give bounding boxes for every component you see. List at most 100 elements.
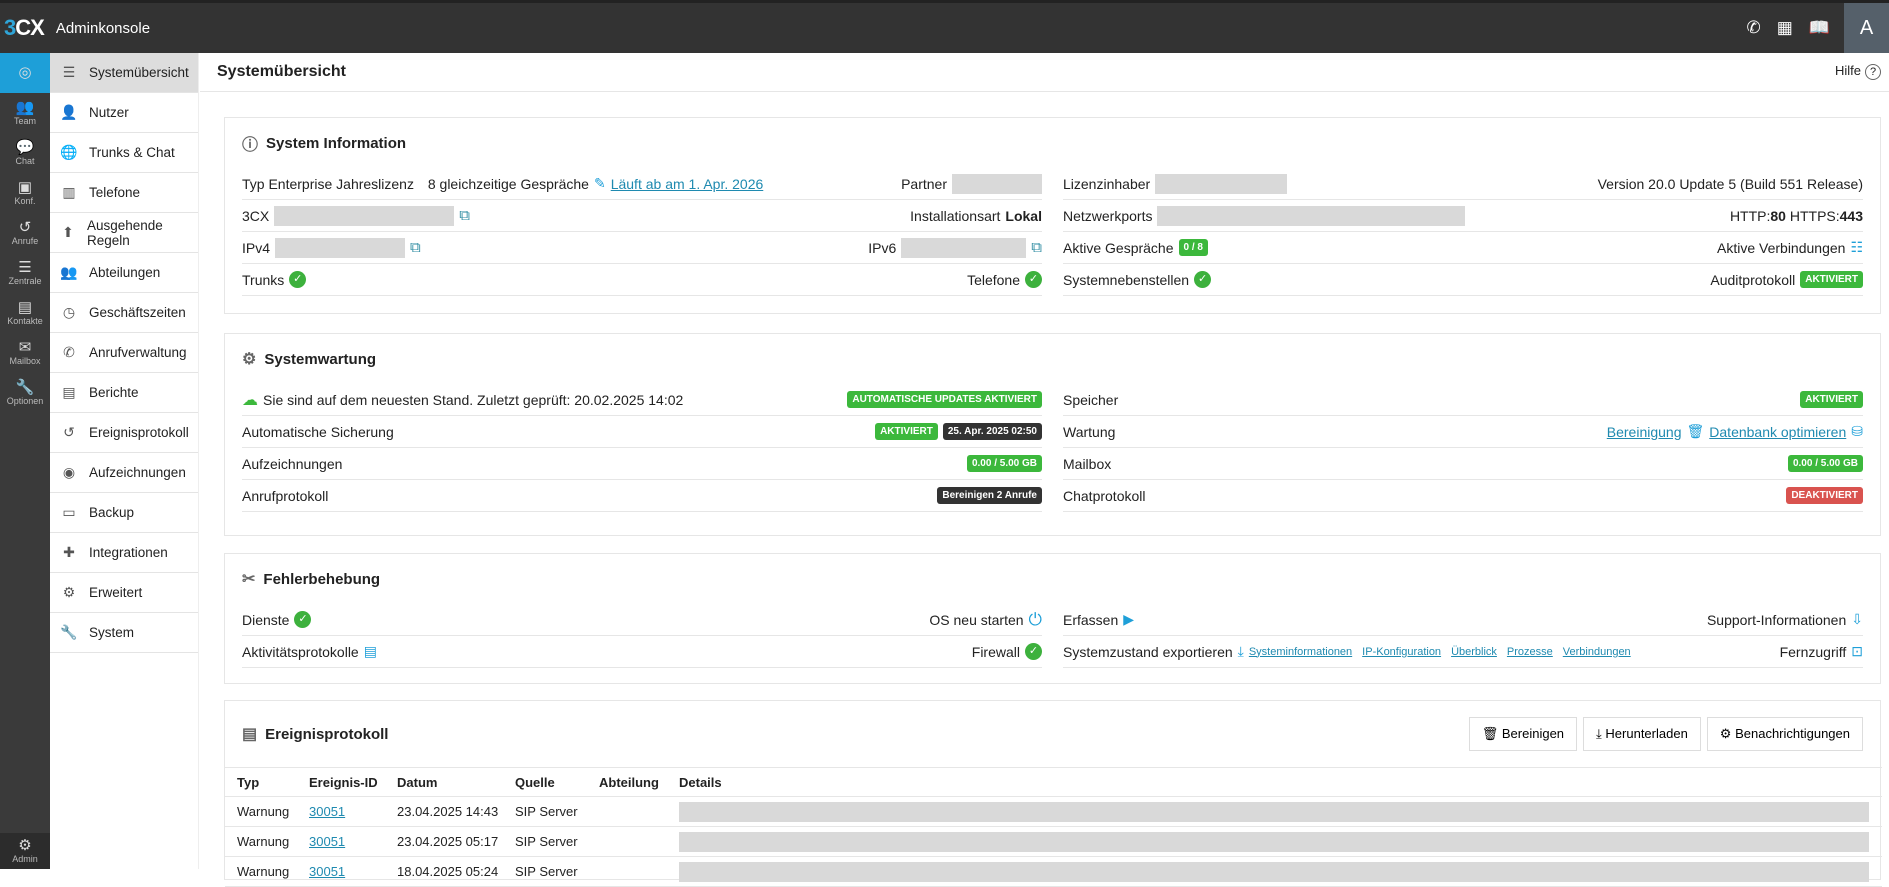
copy-icon[interactable]: ⧉: [410, 239, 421, 256]
logo: 3CX: [4, 15, 45, 40]
table-row: Warnung 30051 23.04.2025 14:43 SIP Server: [225, 796, 1882, 827]
optimize-db-link[interactable]: Datenbank optimieren: [1709, 423, 1847, 440]
redacted-value: [275, 237, 406, 258]
sidebar-item[interactable]: ◷ Geschäftszeiten: [50, 293, 198, 333]
sidebar-item-label: Geschäftszeiten: [89, 305, 186, 320]
sidebar-item-label: Abteilungen: [89, 265, 161, 280]
book-icon[interactable]: 📖: [1808, 18, 1830, 37]
license-expiry-link[interactable]: Läuft ab am 1. Apr. 2026: [610, 175, 764, 192]
clean-calls-button[interactable]: Bereinigen 2 Anrufe: [937, 487, 1042, 504]
table-row: Warnung 30051 23.04.2025 05:17 SIP Server: [225, 826, 1882, 857]
column-header[interactable]: Details: [667, 767, 1882, 797]
download-events-button[interactable]: ⤓ Herunterladen: [1583, 717, 1701, 751]
redacted-value: [1157, 205, 1466, 226]
list-icon: ▤: [242, 726, 258, 743]
backup-status-badge: AKTIVIERT: [875, 423, 938, 440]
sidebar-icon: ↺: [63, 424, 75, 440]
pencil-icon[interactable]: ✎: [593, 175, 606, 191]
sidebar-icon: 👥: [60, 264, 78, 280]
help-link[interactable]: Hilfe?: [1835, 63, 1881, 80]
power-icon[interactable]: ⏻: [1028, 609, 1042, 629]
redacted-value: [1155, 173, 1288, 194]
column-header[interactable]: Quelle: [503, 767, 587, 797]
sidebar-item[interactable]: ☰ Systemübersicht: [50, 53, 198, 93]
history-icon: ↺: [18, 219, 32, 236]
troubleshooting-card: ✂ Fehlerbehebung Dienste ✓ OS neu starten ⏻ …: [224, 553, 1881, 684]
sidebar-item[interactable]: ✆ Anrufverwaltung: [50, 333, 198, 373]
sidebar-item[interactable]: ⬆ Ausgehende Regeln: [50, 213, 198, 253]
redacted-details: [679, 801, 1869, 822]
sidebar-item[interactable]: ▭ Backup: [50, 493, 198, 533]
export-processes-link[interactable]: Prozesse: [1506, 645, 1553, 658]
event-table: Typ Ereignis-ID Datum Quelle Abteilung Detail…: [225, 767, 1882, 887]
phone-icon[interactable]: ✆: [1746, 18, 1761, 37]
rail-item-team[interactable]: 👥 Team: [13, 99, 36, 127]
cleanup-link[interactable]: Bereinigung: [1606, 423, 1682, 440]
sidebar: ☰ Systemübersicht 👤 Nutzer 🌐 Trunks & Chat ▥ Te…: [50, 53, 199, 869]
event-id-link[interactable]: 30051: [309, 804, 346, 819]
sidebar-icon: ⬆: [62, 224, 74, 240]
storage-status-badge: AKTIVIERT: [1800, 391, 1863, 408]
rail-item-zentrale[interactable]: ☰ Zentrale: [8, 259, 42, 287]
app-title: Adminkonsole: [55, 19, 151, 37]
sidebar-icon: 🌐: [60, 144, 78, 160]
rail-item-contacts[interactable]: ▤ Kontakte: [7, 299, 43, 327]
database-icon: ⛁: [1851, 423, 1863, 439]
sidebar-item[interactable]: ⚙ Erweitert: [50, 573, 198, 613]
column-header[interactable]: Datum: [385, 767, 503, 797]
sidebar-item[interactable]: 🔧 System: [50, 613, 198, 653]
remote-access-icon[interactable]: ⊡: [1851, 643, 1863, 659]
sidebar-item[interactable]: 🌐 Trunks & Chat: [50, 133, 198, 173]
rail-item-dashboard[interactable]: ◎: [0, 53, 50, 93]
top-bar: 3CX Adminkonsole ✆ ▦ 📖 A: [0, 0, 1889, 53]
notifications-button[interactable]: ⚙ Benachrichtigungen: [1706, 717, 1863, 751]
copy-icon[interactable]: ⧉: [459, 207, 470, 224]
rail-item-options[interactable]: 🔧 Optionen: [6, 379, 44, 407]
app-rail: ◎ 👥 Team 💬 Chat ▣ Konf. ↺ Anrufe ☰ Zentrale ▤…: [0, 53, 50, 869]
sidebar-item[interactable]: 👥 Abteilungen: [50, 253, 198, 293]
list-icon[interactable]: ☷: [1850, 239, 1863, 255]
play-icon[interactable]: ▶: [1123, 611, 1135, 627]
event-id-link[interactable]: 30051: [309, 834, 346, 849]
trash-icon: 🗑: [1481, 726, 1499, 741]
avatar[interactable]: A: [1844, 3, 1889, 53]
export-ipconfig-link[interactable]: IP-Konfiguration: [1362, 645, 1442, 658]
sidebar-item-label: Nutzer: [89, 105, 129, 120]
rail-item-admin[interactable]: ⚙ Admin: [0, 833, 50, 869]
download-icon: ⤓: [1596, 726, 1602, 741]
gear-icon: ⚙: [242, 351, 257, 368]
sidebar-item[interactable]: ▥ Telefone: [50, 173, 198, 213]
sidebar-item-label: Backup: [89, 505, 135, 520]
column-header[interactable]: Ereignis-ID: [297, 767, 385, 797]
sidebar-item[interactable]: ◉ Aufzeichnungen: [50, 453, 198, 493]
file-icon[interactable]: ▤: [363, 643, 377, 659]
export-systeminfo-link[interactable]: Systeminformationen: [1248, 645, 1353, 658]
sidebar-item[interactable]: ↺ Ereignisprotokoll: [50, 413, 198, 453]
mailbox-usage-badge: 0.00 / 5.00 GB: [1787, 455, 1863, 472]
active-calls-badge: 0 / 8: [1178, 239, 1208, 256]
sidebar-item[interactable]: ▤ Berichte: [50, 373, 198, 413]
event-id-link[interactable]: 30051: [309, 864, 346, 879]
qr-code-icon[interactable]: ▦: [1776, 18, 1793, 37]
export-connections-link[interactable]: Verbindungen: [1562, 645, 1631, 658]
sidebar-icon: ✚: [63, 544, 75, 560]
column-header[interactable]: Typ: [225, 767, 297, 797]
recordings-usage-badge: 0.00 / 5.00 GB: [966, 455, 1042, 472]
rail-item-konf[interactable]: ▣ Konf.: [14, 179, 36, 207]
sidebar-item-label: Aufzeichnungen: [89, 465, 186, 480]
copy-icon[interactable]: ⧉: [1031, 239, 1042, 256]
export-overview-link[interactable]: Überblick: [1451, 645, 1497, 658]
rail-item-calls[interactable]: ↺ Anrufe: [11, 219, 39, 247]
sidebar-icon: ▤: [62, 384, 76, 400]
clear-events-button[interactable]: 🗑 Bereinigen: [1468, 717, 1578, 751]
column-header[interactable]: Abteilung: [587, 767, 667, 797]
rail-item-mailbox[interactable]: ✉ Mailbox: [9, 339, 41, 367]
file-download-icon[interactable]: ⇩: [1851, 611, 1863, 627]
rail-item-chat[interactable]: 💬 Chat: [15, 139, 35, 167]
chat-icon: 💬: [15, 139, 35, 156]
sidebar-icon: ◉: [62, 464, 76, 480]
sidebar-item[interactable]: 👤 Nutzer: [50, 93, 198, 133]
sidebar-icon: ⚙: [62, 584, 76, 600]
sidebar-item[interactable]: ✚ Integrationen: [50, 533, 198, 573]
sidebar-icon: ▥: [62, 184, 76, 200]
